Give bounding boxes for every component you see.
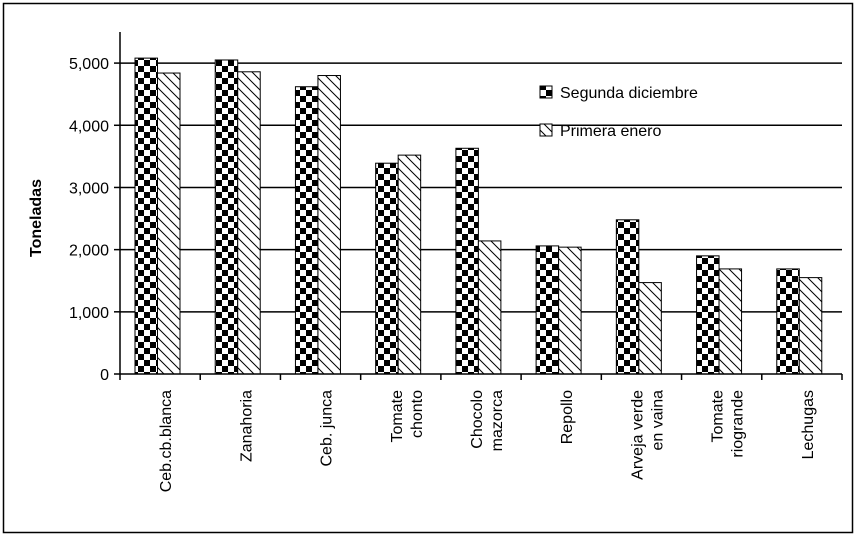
bar-primera-enero xyxy=(157,72,181,375)
bar-segunda-diciembre xyxy=(294,86,319,375)
y-tick-label: 1,000 xyxy=(69,305,109,322)
x-category-label: Chocolo mazorca xyxy=(469,390,506,451)
x-category-label: Tomate riogrande xyxy=(710,390,747,458)
bar-segunda-diciembre xyxy=(455,147,479,375)
x-category-label: Arveja verde en vaina xyxy=(629,390,666,480)
bar-segunda-diciembre xyxy=(696,255,720,375)
bar-primera-enero xyxy=(718,268,743,375)
y-tick-label: 3,000 xyxy=(69,180,109,197)
bar-primera-enero xyxy=(558,246,582,375)
x-category-label: Zanahoria xyxy=(238,390,255,462)
legend-swatch-primera-enero xyxy=(539,123,553,137)
bar-segunda-diciembre xyxy=(134,57,158,375)
bar-primera-enero xyxy=(397,154,422,375)
bar-primera-enero xyxy=(237,71,261,375)
x-category-label: Ceb. junca xyxy=(319,390,336,467)
legend-label: Primera enero xyxy=(560,123,661,140)
y-tick-label: 4,000 xyxy=(69,118,109,135)
x-category-label: Tomate chonto xyxy=(389,390,426,443)
bar-segunda-diciembre xyxy=(776,268,800,375)
bar-segunda-diciembre xyxy=(615,219,640,375)
y-tick-label: 2,000 xyxy=(69,243,109,260)
legend-swatch-segunda-diciembre xyxy=(539,85,553,99)
bar-segunda-diciembre xyxy=(535,245,560,375)
bar-primera-enero xyxy=(638,282,662,375)
bar-segunda-diciembre xyxy=(214,59,239,375)
bar-primera-enero xyxy=(317,75,341,375)
y-tick-label: 5,000 xyxy=(69,56,109,73)
bar-primera-enero xyxy=(798,277,823,375)
bar-segunda-diciembre xyxy=(375,162,399,375)
legend-label: Segunda diciembre xyxy=(560,85,698,102)
x-category-label: Repollo xyxy=(559,390,576,444)
y-tick-label: 0 xyxy=(100,367,109,384)
x-category-label: Lechugas xyxy=(800,390,817,459)
x-category-label: Ceb.cb.blanca xyxy=(158,390,175,492)
bar-primera-enero xyxy=(477,240,502,375)
y-axis-title: Toneladas xyxy=(28,179,45,257)
